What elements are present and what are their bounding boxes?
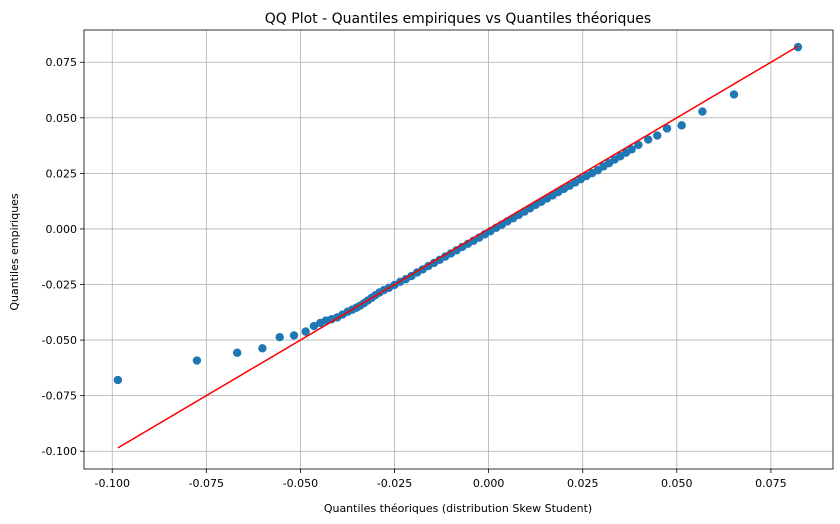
y-tick-label: 0.000	[46, 223, 78, 236]
data-point-layer	[113, 42, 803, 385]
data-point	[643, 135, 653, 144]
x-tick-label: -0.100	[94, 477, 129, 490]
x-tick-label: 0.075	[755, 477, 787, 490]
data-point	[301, 327, 310, 336]
y-tick-label: -0.025	[42, 279, 77, 292]
x-tick-label: 0.000	[473, 477, 505, 490]
reference-line	[117, 45, 799, 449]
data-point	[677, 121, 686, 130]
data-point	[627, 145, 636, 154]
plot-frame	[83, 29, 834, 470]
data-point	[634, 140, 643, 150]
y-tick-label: 0.025	[46, 167, 78, 180]
data-point	[793, 42, 803, 52]
y-tick-label: -0.050	[42, 334, 77, 347]
data-point	[232, 348, 242, 357]
reference-line-layer	[117, 45, 799, 449]
data-point	[289, 331, 299, 340]
x-tick-label: -0.050	[283, 477, 318, 490]
data-point	[275, 332, 284, 342]
tick-layer: -0.100 -0.075 -0.050 -0.025 0.000 0.025 0.050 0…	[42, 56, 787, 490]
x-tick-label: -0.025	[377, 477, 412, 490]
grid-layer	[84, 30, 833, 469]
data-point	[309, 321, 319, 331]
y-tick-label: 0.075	[46, 56, 78, 69]
chart-title: QQ Plot - Quantiles empiriques vs Quanti…	[265, 11, 651, 27]
x-tick-label: -0.075	[189, 477, 224, 490]
x-axis-label: Quantiles théoriques (distribution Skew …	[324, 502, 592, 515]
data-point	[113, 375, 123, 385]
data-point	[653, 131, 662, 140]
y-tick-label: -0.075	[42, 390, 77, 403]
x-tick-label: 0.025	[567, 477, 599, 490]
y-tick-label: -0.100	[42, 445, 77, 458]
y-axis-label: Quantiles empiriques	[8, 193, 21, 311]
x-tick-label: 0.050	[661, 477, 693, 490]
y-tick-label: 0.050	[46, 112, 78, 125]
data-point	[662, 124, 672, 133]
data-point	[192, 356, 202, 365]
data-point	[729, 90, 739, 99]
data-point	[258, 344, 267, 353]
data-point	[698, 107, 707, 116]
